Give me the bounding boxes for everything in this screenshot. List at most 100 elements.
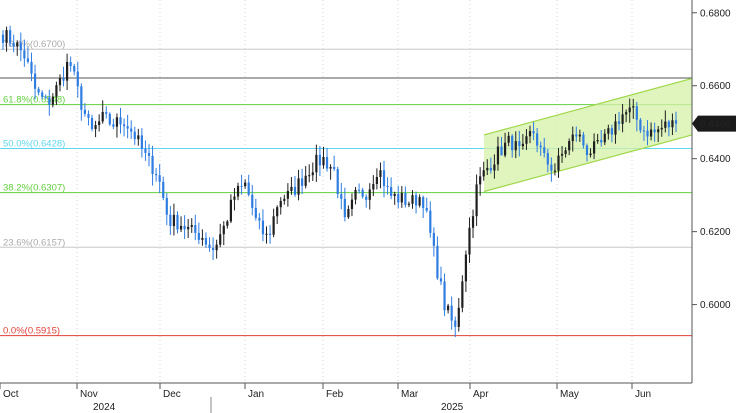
level-label: 76.4%(0.6700) [3, 39, 65, 50]
candle-body [489, 167, 492, 171]
candle-body [201, 237, 204, 240]
candle-body [635, 106, 638, 120]
candle-body [603, 133, 606, 143]
candle-body [69, 62, 72, 67]
candle-body [297, 178, 300, 195]
candle-body [9, 30, 12, 43]
level-label: 0.0%(0.5915) [3, 326, 60, 337]
channel-lower-line [483, 134, 693, 193]
candle-body [407, 203, 411, 205]
candle-body [514, 141, 517, 151]
candle-body [204, 237, 208, 245]
candle-body [304, 175, 307, 186]
candle-body [151, 155, 154, 175]
last-price-label: 0.6496 [700, 120, 731, 131]
level-label: 38.2%(0.6307) [3, 183, 65, 194]
candle-body [507, 135, 510, 143]
candle-body [443, 281, 446, 311]
candle-body [575, 134, 578, 137]
candle-body [607, 128, 610, 134]
candle-body [258, 217, 261, 221]
candle-body [140, 135, 143, 149]
candle-body [429, 210, 432, 233]
candle-body [115, 117, 119, 127]
candle-body [233, 196, 236, 200]
trend-channel [483, 77, 693, 193]
candle-body [350, 199, 354, 209]
candle-body [62, 78, 65, 81]
candle-body [229, 199, 232, 222]
y-tick-label: 0.6600 [700, 81, 731, 92]
candle-body [585, 145, 589, 156]
candle-body [311, 172, 314, 176]
level-label: 50.0%(0.6428) [3, 138, 65, 149]
candle-body [37, 88, 40, 93]
candle-body [642, 130, 646, 132]
candle-body [671, 120, 674, 128]
candle-body [33, 73, 37, 89]
candle-body [532, 131, 535, 134]
candle-body [94, 125, 97, 130]
candle-body [244, 182, 247, 187]
candle-body [187, 226, 190, 230]
candle-body [649, 129, 653, 137]
candle-body [133, 131, 136, 140]
candle-body [493, 164, 496, 171]
candle-body [158, 175, 161, 182]
candle-body [628, 107, 631, 113]
candle-body [436, 245, 439, 279]
y-tick-label: 0.6000 [700, 300, 731, 311]
candle-body [664, 121, 667, 128]
x-month-label: Jan [248, 389, 264, 400]
candle-body [179, 225, 183, 230]
x-month-label: Nov [80, 389, 98, 400]
candle-body [457, 307, 460, 327]
candle-body [482, 170, 485, 177]
x-month-label: Apr [473, 389, 489, 400]
candle-body [290, 186, 293, 191]
y-tick-label: 0.6400 [700, 154, 731, 165]
candle-body [365, 196, 368, 200]
candle-body [176, 214, 179, 230]
candle-body [80, 86, 83, 110]
last-price-badge [692, 115, 736, 132]
candle-body [372, 184, 375, 190]
x-year-label: 2024 [93, 402, 116, 413]
candle-body [90, 117, 94, 130]
candle-body [5, 30, 8, 43]
candle-body [333, 166, 336, 169]
level-label: 61.8%(0.6548) [3, 95, 65, 106]
candle-body [600, 139, 603, 143]
x-month-label: Dec [163, 389, 181, 400]
candle-body [26, 58, 30, 62]
candle-body [400, 193, 403, 203]
candle-body [315, 154, 318, 173]
channel-upper-line [483, 77, 693, 136]
candle-body [325, 157, 329, 169]
candle-body [197, 232, 200, 240]
candle-body [101, 111, 104, 122]
candle-body [293, 186, 297, 195]
candle-body [190, 225, 193, 227]
candle-body [194, 225, 197, 233]
candle-body [625, 112, 628, 115]
candle-body [592, 141, 596, 154]
candle-body [108, 113, 111, 125]
candle-body [340, 194, 343, 199]
y-tick-label: 0.6800 [700, 8, 731, 19]
candle-body [450, 305, 453, 321]
candle-body [525, 136, 528, 144]
candle-body [386, 185, 389, 188]
candle-body [16, 42, 19, 47]
x-month-label: Feb [326, 389, 344, 400]
candle-body [130, 128, 133, 132]
candle-body [268, 233, 272, 235]
candle-body [496, 146, 500, 165]
candle-body [41, 92, 44, 97]
candle-body [660, 127, 663, 130]
candle-body [265, 233, 268, 235]
candle-body [411, 195, 414, 204]
